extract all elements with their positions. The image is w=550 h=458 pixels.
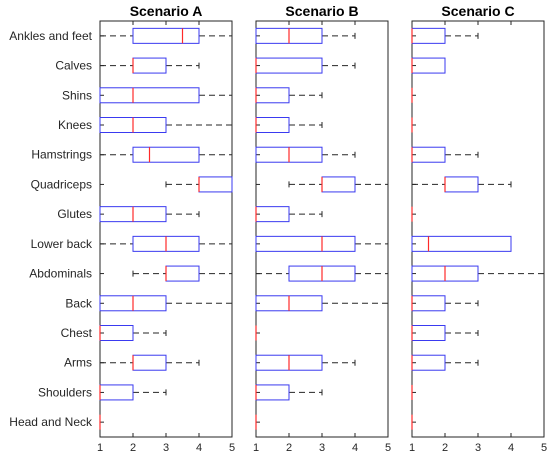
category-label: Knees — [58, 118, 92, 132]
x-tick-label: 5 — [229, 442, 235, 454]
x-tick-label: 1 — [97, 442, 103, 454]
panel-title: Scenario B — [285, 3, 358, 19]
plot-frame — [411, 20, 545, 438]
category-label: Ankles and feet — [9, 29, 92, 43]
box-iqr — [198, 176, 233, 193]
box-iqr — [255, 57, 323, 74]
category-label: Shins — [62, 88, 92, 102]
plot-frame — [255, 20, 389, 438]
box-iqr — [444, 176, 479, 193]
category-label: Arms — [64, 356, 92, 370]
category-label: Quadriceps — [31, 177, 92, 191]
category-label: Glutes — [57, 207, 92, 221]
box-iqr — [411, 325, 446, 341]
box-iqr — [99, 325, 134, 341]
box-iqr — [165, 265, 200, 282]
category-label: Hamstrings — [31, 148, 92, 162]
box-iqr — [255, 117, 290, 133]
x-tick-label: 4 — [196, 442, 202, 454]
box-iqr — [411, 295, 446, 312]
box-iqr — [99, 384, 134, 401]
box-iqr — [132, 27, 200, 44]
x-tick-label: 2 — [442, 442, 448, 454]
box-iqr — [255, 235, 356, 252]
x-tick-label: 1 — [409, 442, 415, 454]
x-tick-label: 3 — [475, 442, 481, 454]
box-iqr — [411, 146, 446, 163]
box-iqr — [321, 176, 356, 193]
x-tick-label: 4 — [508, 442, 514, 454]
category-label: Abdominals — [29, 267, 92, 281]
x-tick-label: 4 — [352, 442, 358, 454]
category-label: Chest — [61, 326, 93, 340]
x-tick-label: 3 — [319, 442, 325, 454]
x-tick-label: 5 — [541, 442, 547, 454]
category-label: Shoulders — [38, 385, 92, 399]
x-tick-label: 1 — [253, 442, 259, 454]
box-iqr — [132, 146, 200, 163]
box-iqr — [255, 384, 290, 401]
box-iqr — [411, 354, 446, 371]
category-label: Lower back — [31, 237, 93, 251]
box-iqr — [411, 57, 446, 74]
box-iqr — [99, 87, 200, 104]
x-tick-label: 5 — [385, 442, 391, 454]
plot-frame — [99, 20, 233, 438]
x-tick-label: 3 — [163, 442, 169, 454]
category-label: Head and Neck — [9, 415, 93, 429]
category-label: Calves — [55, 59, 92, 73]
box-iqr — [411, 27, 446, 44]
box-iqr — [255, 206, 290, 223]
box-iqr — [132, 57, 167, 74]
box-iqr — [132, 354, 167, 371]
box-iqr — [411, 235, 512, 252]
x-tick-label: 2 — [286, 442, 292, 454]
panel-title: Scenario C — [441, 3, 514, 19]
category-label: Back — [65, 296, 93, 310]
panel-title: Scenario A — [130, 3, 203, 19]
x-tick-label: 2 — [130, 442, 136, 454]
box-iqr — [255, 87, 290, 104]
